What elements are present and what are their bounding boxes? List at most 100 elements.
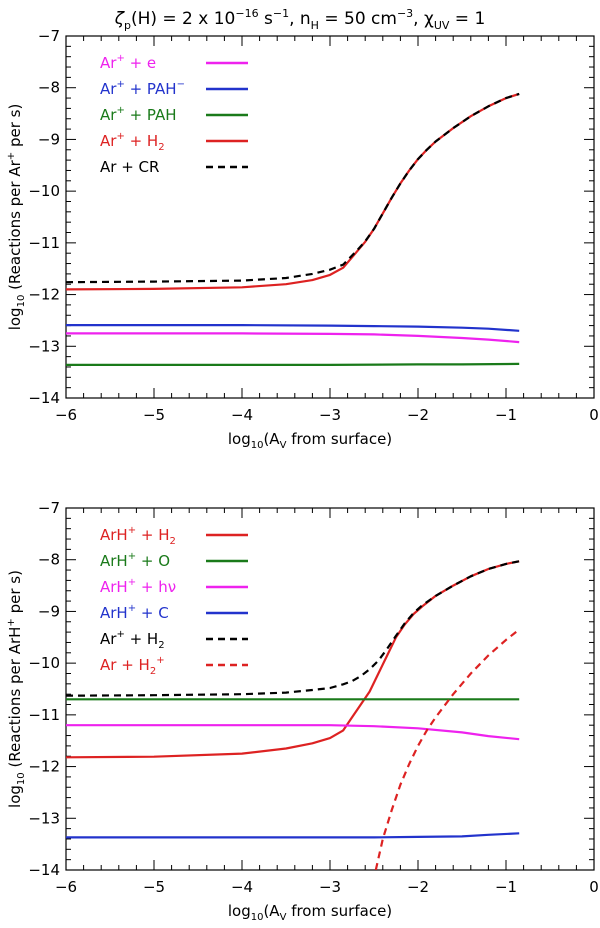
y-tick-label: −8 xyxy=(38,79,60,97)
x-tick-label: −2 xyxy=(407,878,429,896)
series-line-0-1 xyxy=(66,324,520,332)
legend-part-a: Ar xyxy=(100,630,117,648)
bottom-panel-arh-plus: −6 −5 −4 −3 −2 −1 0−7−8−9−10−11−12−13−14log10(… xyxy=(6,499,599,923)
legend-label-3: Ar+ + H2 xyxy=(100,131,165,153)
legend-part-b: + hν xyxy=(136,578,176,596)
legend-part-b: + H xyxy=(136,526,169,544)
x-tick-label: −6 xyxy=(55,406,77,424)
legend-a-sup: + xyxy=(128,603,136,614)
x-tick-label: 0 xyxy=(589,406,599,424)
legend-b-sub: 2 xyxy=(158,640,164,651)
y-axis-label-tail: per s) xyxy=(6,104,24,152)
legend-label-0: ArH+ + H2 xyxy=(100,525,176,547)
legend-label-1: Ar+ + PAH− xyxy=(100,79,185,98)
x-axis-label: log10(AV from surface) xyxy=(228,902,392,923)
series-line-1-5 xyxy=(374,628,520,870)
title-part-5: , χ xyxy=(413,9,434,29)
legend-a-sup: + xyxy=(116,131,124,142)
legend-b-sub: 2 xyxy=(170,536,176,547)
x-axis-label: log10(AV from surface) xyxy=(228,430,392,451)
legend-part-b: + PAH xyxy=(125,80,177,98)
y-axis-label-rest: (Reactions per Ar xyxy=(6,159,24,294)
title-part-6: = 1 xyxy=(449,9,485,29)
y-axis-label: log10 (Reactions per ArH+ per s) xyxy=(6,570,27,808)
x-axis-label-log: log xyxy=(228,430,251,448)
title-sup-2: −1 xyxy=(273,7,289,20)
x-axis-label-rest-sub: V xyxy=(280,440,287,451)
legend-part-a: Ar xyxy=(100,80,117,98)
legend-a-sup: + xyxy=(156,655,164,666)
series-line-0-2 xyxy=(66,362,520,366)
title-sub-5: UV xyxy=(434,19,450,32)
y-tick-label: −12 xyxy=(28,286,60,304)
y-tick-label: −9 xyxy=(38,130,60,148)
x-axis-label-tail: from surface) xyxy=(286,430,392,448)
title-part-1: (H) = 2 x 10 xyxy=(131,9,235,29)
series-group xyxy=(66,92,520,366)
x-axis-label-log: log xyxy=(228,902,251,920)
y-tick-label: −8 xyxy=(38,551,60,569)
legend-label-3: ArH+ + C xyxy=(100,603,169,622)
x-axis-label-rest-sub: V xyxy=(280,912,287,923)
y-axis-label-sub: 10 xyxy=(16,772,27,785)
title-zeta: ζ xyxy=(114,9,126,29)
x-axis-label-rest: (A xyxy=(263,430,280,448)
x-axis-label-sub: 10 xyxy=(251,440,264,451)
x-tick-label: −6 xyxy=(55,878,77,896)
legend-b-sub: 2 xyxy=(158,142,164,153)
series-line-1-4 xyxy=(66,560,520,697)
legend-part-a: Ar + CR xyxy=(100,158,159,176)
y-tick-label: −13 xyxy=(28,809,60,827)
legend-b-sup: − xyxy=(177,79,185,90)
legend-part-b: + H xyxy=(125,132,158,150)
x-axis-label-tail: from surface) xyxy=(286,902,392,920)
x-tick-label: −4 xyxy=(231,406,253,424)
legend-part-b: + e xyxy=(125,54,156,72)
y-axis-label-sup: + xyxy=(6,152,17,160)
title-zeta-sub: p xyxy=(124,19,131,32)
x-axis-label-rest: (A xyxy=(263,902,280,920)
title-sup-4: −3 xyxy=(397,7,413,20)
legend-label-2: Ar+ + PAH xyxy=(100,105,177,124)
legend-label-4: Ar+ + H2 xyxy=(100,629,165,651)
x-tick-label: 0 xyxy=(589,878,599,896)
legend-a-sup: + xyxy=(128,525,136,536)
top-panel-ar-plus: −6 −5 −4 −3 −2 −1 0−7−8−9−10−11−12−13−14log10(… xyxy=(6,27,599,451)
y-tick-label: −13 xyxy=(28,337,60,355)
legend-label-2: ArH+ + hν xyxy=(100,577,176,596)
legend-a-sup: + xyxy=(128,551,136,562)
series-line-0-0 xyxy=(66,332,520,344)
x-tick-label: −3 xyxy=(319,406,341,424)
y-tick-label: −14 xyxy=(28,389,60,407)
y-axis-label: log10 (Reactions per Ar+ per s) xyxy=(6,104,27,331)
legend-a-sup: + xyxy=(116,105,124,116)
series-line-1-3 xyxy=(66,832,520,839)
x-tick-label: −3 xyxy=(319,878,341,896)
legend-part-b: + H xyxy=(125,630,158,648)
legend-a-sup: + xyxy=(116,53,124,64)
legend-a-sup: + xyxy=(116,79,124,90)
x-tick-label: −5 xyxy=(143,878,165,896)
series-group xyxy=(66,560,520,870)
legend-label-5: Ar + H2+ xyxy=(100,655,165,677)
legend-part-a: Ar xyxy=(100,54,117,72)
y-tick-label: −11 xyxy=(28,234,60,252)
legend-part-b: + O xyxy=(136,552,170,570)
y-tick-label: −7 xyxy=(38,27,60,45)
x-axis-label-sub: 10 xyxy=(251,912,264,923)
y-axis-label-log: log xyxy=(6,785,24,808)
series-line-0-4 xyxy=(66,92,520,284)
x-tick-label: −1 xyxy=(495,878,517,896)
y-tick-label: −11 xyxy=(28,706,60,724)
legend-part-a: ArH xyxy=(100,578,128,596)
legend-label-1: ArH+ + O xyxy=(100,551,170,570)
title-sup-1: −16 xyxy=(235,7,258,20)
x-tick-label: −4 xyxy=(231,878,253,896)
y-axis-label-tail: per s) xyxy=(6,570,24,618)
legend-part-b: + C xyxy=(136,604,169,622)
y-axis-label-log: log xyxy=(6,307,24,330)
legend-a-sub: 2 xyxy=(150,666,156,677)
y-tick-label: −10 xyxy=(28,654,60,672)
legend-part-a: Ar xyxy=(100,132,117,150)
